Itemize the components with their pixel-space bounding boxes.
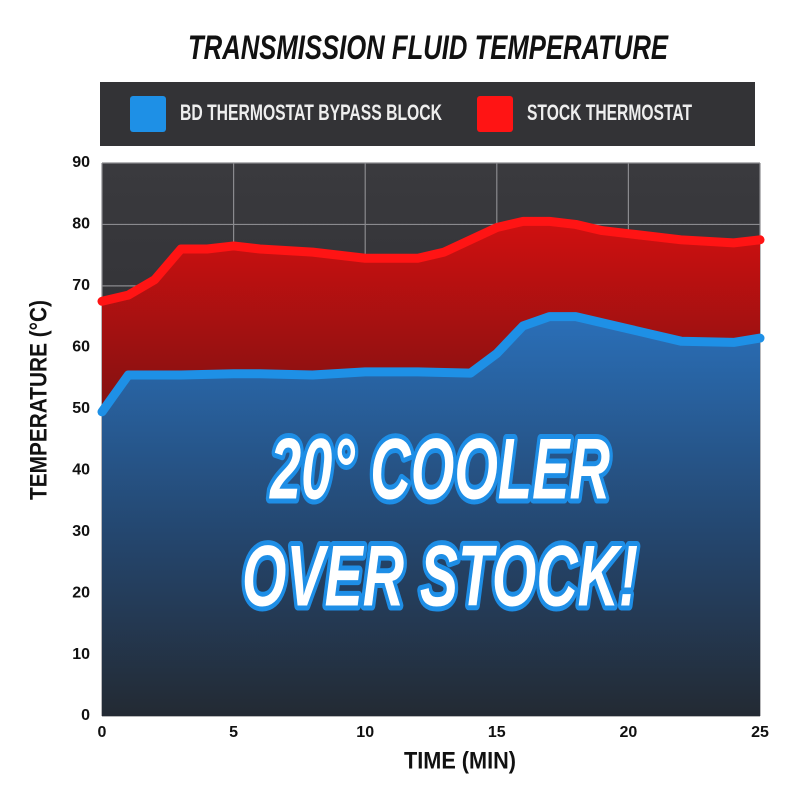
annotation: 20° COOLER (269, 422, 610, 518)
y-tick-label: 50 (72, 400, 90, 417)
series-line (97, 312, 765, 417)
legend-swatch (130, 96, 166, 132)
y-tick-label: 90 (72, 154, 90, 171)
y-tick-label: 30 (72, 523, 90, 540)
x-tick-label: 15 (488, 724, 506, 741)
area-fill (102, 316, 760, 716)
annotation: OVER STOCK! (242, 529, 638, 625)
x-tick-label: 0 (98, 724, 107, 741)
series-line (97, 216, 765, 306)
x-tick-label: 25 (751, 724, 769, 741)
y-tick-label: 0 (81, 707, 90, 724)
y-axis-label: TEMPERATURE (°C) (25, 300, 52, 500)
x-axis-label: TIME (MIN) (404, 747, 516, 774)
y-tick-label: 20 (72, 584, 90, 601)
x-tick-label: 20 (620, 724, 638, 741)
chart-title: TRANSMISSION FLUID TEMPERATURE (188, 29, 669, 67)
y-tick-label: 80 (72, 216, 90, 233)
legend-box (100, 82, 755, 146)
legend-label: BD THERMOSTAT BYPASS BLOCK (180, 100, 442, 125)
y-tick-label: 10 (72, 646, 90, 663)
x-tick-label: 10 (356, 724, 374, 741)
x-tick-label: 5 (229, 724, 238, 741)
y-tick-label: 60 (72, 339, 90, 356)
y-tick-label: 40 (72, 461, 90, 478)
y-tick-label: 70 (72, 277, 90, 294)
legend-label: STOCK THERMOSTAT (527, 100, 692, 125)
legend-swatch (477, 96, 513, 132)
